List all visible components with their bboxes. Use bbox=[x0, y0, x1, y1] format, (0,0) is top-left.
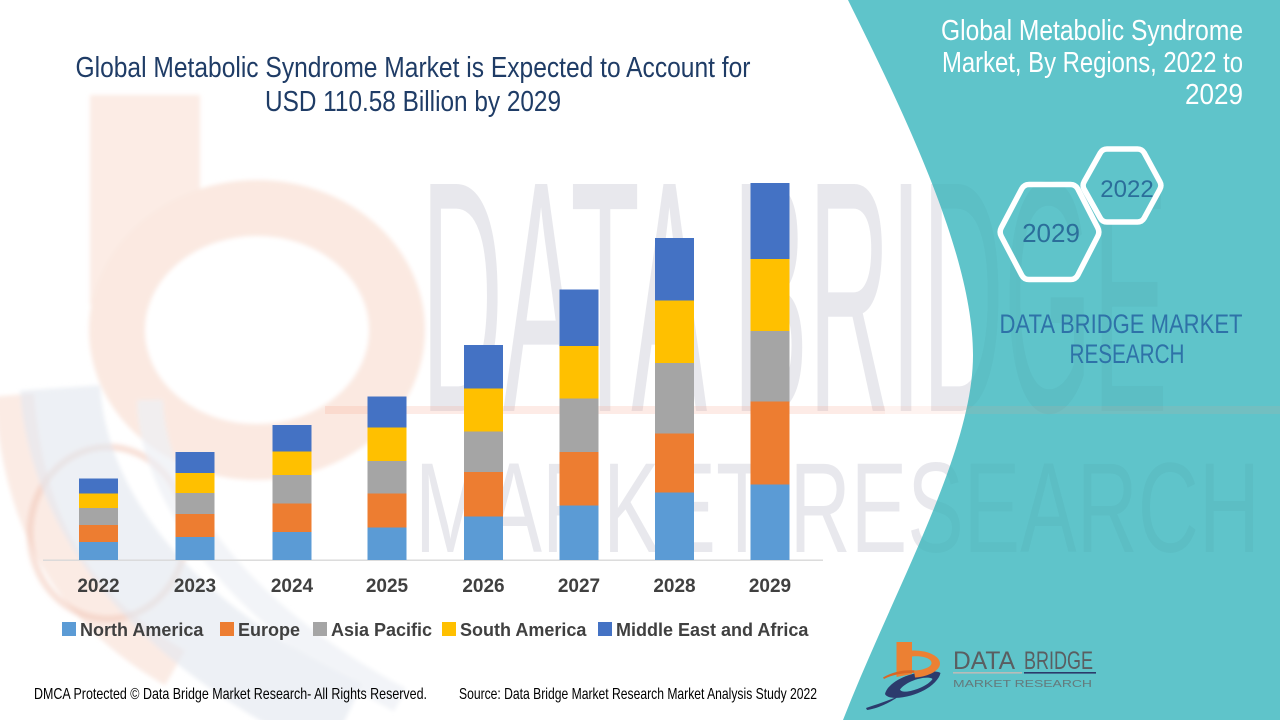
svg-text:2024: 2024 bbox=[271, 576, 314, 597]
svg-text:2022: 2022 bbox=[77, 576, 119, 597]
svg-text:Middle East and Africa: Middle East and Africa bbox=[616, 620, 809, 640]
svg-text:DATA BRIDGE MARKET: DATA BRIDGE MARKET bbox=[1000, 309, 1243, 339]
svg-text:2022: 2022 bbox=[1100, 176, 1153, 203]
svg-text:2029: 2029 bbox=[1022, 218, 1080, 248]
svg-text:2023: 2023 bbox=[174, 576, 216, 597]
svg-text:2029: 2029 bbox=[1185, 79, 1243, 111]
svg-text:Europe: Europe bbox=[238, 620, 300, 640]
svg-text:DATA: DATA bbox=[953, 647, 1015, 675]
svg-text:USD 110.58 Billion by 2029: USD 110.58 Billion by 2029 bbox=[265, 86, 561, 118]
svg-text:MARKET RESEARCH: MARKET RESEARCH bbox=[953, 679, 1092, 690]
svg-text:Global Metabolic Syndrome Mark: Global Metabolic Syndrome Market is Expe… bbox=[76, 52, 751, 84]
svg-text:2028: 2028 bbox=[653, 576, 695, 597]
svg-text:DMCA Protected © Data Bridge M: DMCA Protected © Data Bridge Market Rese… bbox=[34, 686, 427, 703]
svg-text:2027: 2027 bbox=[558, 576, 600, 597]
svg-text:RESEARCH: RESEARCH bbox=[1070, 339, 1185, 369]
svg-text:2029: 2029 bbox=[749, 576, 791, 597]
svg-text:Source: Data Bridge Market Res: Source: Data Bridge Market Research Mark… bbox=[459, 686, 817, 703]
svg-text:North America: North America bbox=[80, 620, 204, 640]
svg-text:Asia Pacific: Asia Pacific bbox=[331, 620, 432, 640]
svg-text:Global Metabolic Syndrome: Global Metabolic Syndrome bbox=[941, 15, 1243, 47]
svg-text:South America: South America bbox=[460, 620, 587, 640]
svg-text:2026: 2026 bbox=[462, 576, 504, 597]
svg-text:2025: 2025 bbox=[366, 576, 409, 597]
svg-text:BRIDGE: BRIDGE bbox=[1024, 647, 1093, 675]
svg-text:Market, By Regions, 2022 to: Market, By Regions, 2022 to bbox=[942, 47, 1243, 79]
